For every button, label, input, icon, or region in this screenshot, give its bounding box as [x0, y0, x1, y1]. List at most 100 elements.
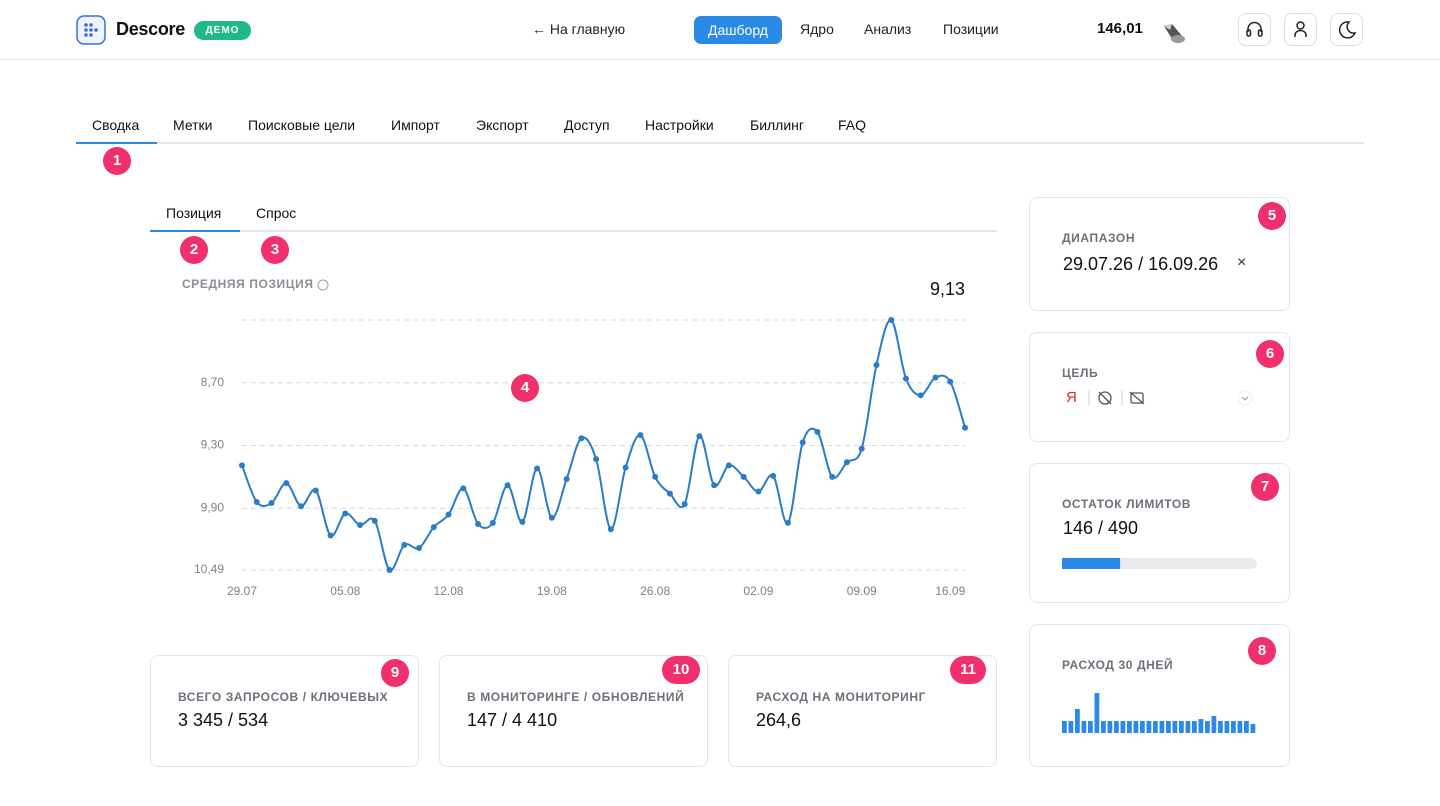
data-point [534, 465, 541, 472]
spend-bar [1211, 716, 1217, 733]
chart-title: СРЕДНЯЯ ПОЗИЦИЯ [182, 277, 314, 291]
x-tick-label: 16.09 [935, 584, 965, 598]
spend-bar [1179, 721, 1184, 733]
data-point [917, 392, 924, 399]
data-point [902, 375, 909, 382]
data-point [711, 482, 718, 489]
annotation-badge: 7 [1251, 473, 1279, 501]
nav-item[interactable]: Анализ [864, 21, 912, 37]
spend-bar [1159, 721, 1165, 733]
tab[interactable]: Метки [173, 117, 213, 133]
tab-active[interactable]: Сводка [92, 117, 140, 133]
data-point [253, 499, 260, 506]
spend-bar [1166, 721, 1171, 733]
spend-bar [1075, 709, 1080, 733]
data-point [445, 511, 452, 518]
subtab-indicator [150, 230, 240, 232]
data-point [416, 545, 423, 552]
data-point [932, 374, 939, 381]
data-point [814, 428, 821, 435]
data-point [371, 517, 378, 524]
spend-bar [1237, 721, 1243, 733]
info-icon[interactable] [317, 279, 329, 291]
target-icons [1088, 390, 1253, 406]
stat-value: 3 345 / 534 [178, 710, 269, 730]
data-point [578, 435, 585, 442]
theme-button[interactable] [1330, 13, 1363, 46]
range-card [1029, 197, 1290, 311]
tab[interactable]: Настройки [645, 117, 714, 133]
range-clear[interactable]: × [1237, 254, 1247, 271]
y-tick-label: 10,49 [194, 562, 224, 576]
subtab-active[interactable]: Позиция [166, 205, 222, 221]
chart: СРЕДНЯЯ ПОЗИЦИЯ 9,13 8,70 9,30 9,90 10,4929… [182, 277, 968, 598]
data-point [504, 482, 511, 489]
spend-bar [1081, 721, 1087, 733]
data-point [666, 490, 673, 497]
data-point [652, 473, 659, 480]
tab[interactable]: FAQ [838, 117, 867, 133]
data-point [829, 473, 836, 480]
limits-value: 146 / 490 [1063, 518, 1139, 538]
data-point [460, 485, 467, 492]
spend-bar [1088, 721, 1093, 733]
data-point [784, 519, 791, 526]
data-point [888, 317, 895, 323]
data-point [283, 480, 290, 487]
data-point [268, 500, 275, 507]
data-point [740, 473, 747, 480]
data-point [342, 510, 349, 517]
spend-sparkline [1062, 693, 1256, 733]
limits-card [1029, 463, 1290, 603]
data-point [873, 361, 880, 368]
spend-bar [1101, 721, 1106, 733]
x-tick-label: 05.08 [330, 584, 360, 598]
tabs-line [76, 142, 1364, 144]
support-button[interactable] [1238, 13, 1271, 46]
spend-bar [1127, 721, 1132, 733]
data-point [430, 524, 437, 531]
coin-icon [1164, 24, 1185, 43]
spend-bar [1250, 724, 1256, 733]
spend-label: РАСХОД 30 ДНЕЙ [1062, 658, 1174, 672]
spend-bar [1198, 719, 1204, 733]
subtab[interactable]: Спрос [256, 205, 297, 221]
spend-card [1029, 624, 1290, 767]
annotation-badge: 11 [950, 656, 986, 684]
annotation-badge: 9 [381, 659, 409, 687]
tab[interactable]: Биллинг [750, 117, 805, 133]
range-value[interactable]: 29.07.26 / 16.09.26 [1063, 254, 1219, 274]
data-point [770, 472, 777, 479]
current-value: 9,13 [930, 279, 965, 299]
spend-bar [1062, 721, 1067, 733]
yandex-icon[interactable]: Я [1066, 389, 1077, 406]
data-point [799, 439, 806, 446]
limits-progress [1062, 558, 1257, 569]
data-point [563, 475, 570, 482]
x-tick-label: 26.08 [640, 584, 670, 598]
data-point [593, 456, 600, 463]
demo-badge: ДЕМО [194, 21, 251, 40]
tab[interactable]: Доступ [564, 117, 610, 133]
stat-value: 147 / 4 410 [467, 710, 558, 730]
data-point [637, 432, 644, 439]
x-tick-label: 09.09 [847, 584, 877, 598]
annotation-badge: 10 [662, 656, 700, 684]
data-point [858, 445, 865, 452]
nav-item[interactable]: Позиции [943, 21, 999, 37]
spend-bar [1244, 721, 1249, 733]
nav-item[interactable]: Ядро [800, 21, 834, 37]
x-tick-label: 19.08 [537, 584, 567, 598]
brand[interactable]: Descore [116, 19, 185, 39]
data-point [489, 519, 496, 526]
tab[interactable]: Поисковые цели [248, 117, 356, 133]
tab[interactable]: Экспорт [476, 117, 529, 133]
x-tick-label: 02.09 [743, 584, 773, 598]
stat-card [150, 655, 419, 767]
nav-active[interactable]: Дашборд [694, 16, 782, 44]
progress-fill [1062, 558, 1121, 569]
tab[interactable]: Импорт [391, 117, 440, 133]
back-link[interactable]: ← На главную [532, 21, 626, 37]
profile-button[interactable] [1284, 13, 1317, 46]
